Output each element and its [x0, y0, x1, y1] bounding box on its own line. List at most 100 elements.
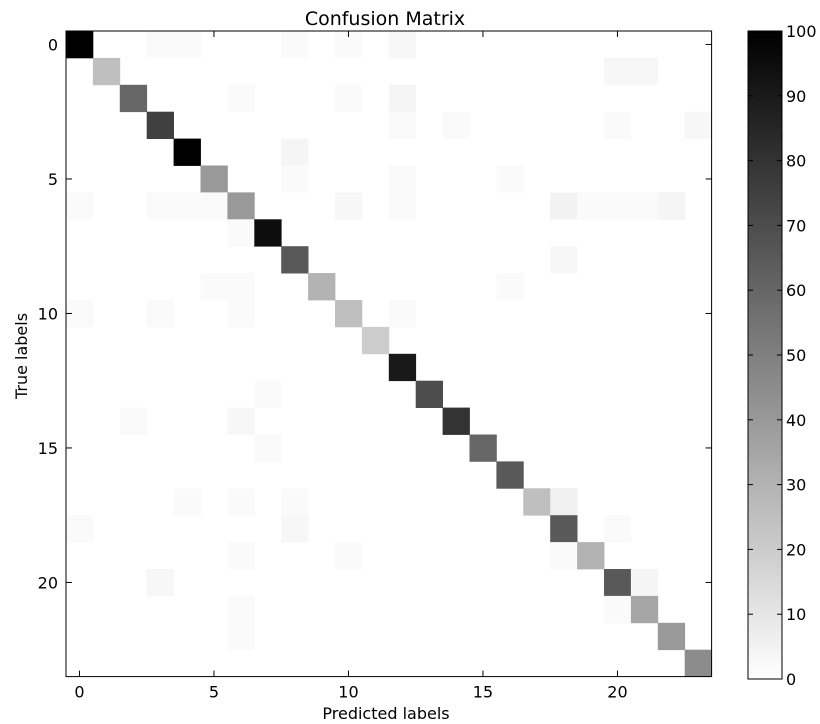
x-tick-label: 5 — [209, 683, 219, 702]
heatmap-cell — [200, 192, 228, 220]
heatmap-cell — [550, 246, 578, 274]
heatmap-cell — [227, 542, 255, 570]
colorbar-tick-label: 10 — [786, 605, 806, 624]
heatmap-cell — [469, 434, 497, 462]
heatmap-cell — [119, 407, 148, 435]
heatmap-cell — [66, 192, 94, 220]
heatmap-cell — [496, 273, 524, 301]
heatmap-cell — [523, 488, 551, 516]
colorbar-ticks: 0 10 20 30 40 50 60 70 80 90 100 — [748, 22, 817, 689]
heatmap-cell — [657, 622, 686, 651]
heatmap-cell — [254, 219, 282, 247]
heatmap-cell — [146, 300, 174, 328]
heatmap-cell — [657, 192, 686, 220]
heatmap-cell — [227, 300, 255, 328]
heatmap-cells — [66, 31, 712, 677]
x-tick-label: 15 — [473, 683, 493, 702]
heatmap-cell — [200, 165, 228, 193]
heatmap-cell — [496, 165, 524, 193]
heatmap-cell — [604, 192, 632, 220]
x-tick-label: 20 — [607, 683, 627, 702]
heatmap-cell — [281, 138, 309, 166]
heatmap-cell — [254, 434, 282, 462]
heatmap-cell — [442, 407, 470, 435]
heatmap-cell — [227, 622, 255, 651]
heatmap-cell — [227, 273, 255, 301]
heatmap-cell — [388, 111, 417, 139]
x-tick-label: 0 — [74, 683, 84, 702]
heatmap-cell — [227, 407, 255, 435]
heatmap-cell — [335, 84, 363, 113]
heatmap-cell — [173, 192, 201, 220]
heatmap-cell — [442, 111, 470, 139]
heatmap-cell — [119, 84, 148, 113]
heatmap-cell — [630, 595, 659, 624]
heatmap-cell — [388, 192, 417, 220]
heatmap-cell — [550, 542, 578, 570]
heatmap-cell — [335, 300, 363, 328]
colorbar-tick-label: 90 — [786, 87, 806, 106]
heatmap-cell — [146, 192, 174, 220]
heatmap-cell — [388, 300, 417, 328]
heatmap-cell — [227, 219, 255, 247]
x-tick-label: 10 — [338, 683, 358, 702]
colorbar-tick-label: 30 — [786, 476, 806, 495]
heatmap-cell — [388, 353, 417, 382]
colorbar-tick-label: 50 — [786, 346, 806, 365]
plot-frame — [65, 30, 713, 678]
y-axis-label: True labels — [12, 313, 31, 400]
heatmap-cell — [200, 273, 228, 301]
heatmap-cell — [388, 31, 417, 59]
heatmap-cell — [281, 488, 309, 516]
x-axis-label: Predicted labels — [322, 704, 449, 723]
heatmap-cell — [227, 192, 255, 220]
heatmap-cell — [630, 192, 659, 220]
heatmap-cell — [550, 488, 578, 516]
heatmap-cell — [630, 57, 659, 86]
heatmap-cell — [388, 165, 417, 193]
heatmap-cell — [415, 380, 443, 408]
y-tick-label: 10 — [38, 304, 58, 323]
colorbar-tick-label: 100 — [786, 22, 817, 41]
heatmap-cell — [604, 569, 632, 597]
heatmap-cell — [604, 57, 632, 86]
heatmap-cell — [281, 515, 309, 543]
colorbar-tick-label: 40 — [786, 411, 806, 430]
heatmap-cell — [496, 461, 524, 489]
heatmap-cell — [281, 31, 309, 59]
y-tick-label: 20 — [38, 573, 58, 592]
heatmap-cell — [604, 595, 632, 624]
colorbar-tick-label: 20 — [786, 540, 806, 559]
heatmap-cell — [684, 649, 712, 677]
y-axis-ticks: 0 5 10 15 20 — [38, 35, 712, 592]
heatmap-cell — [227, 84, 255, 113]
heatmap-cell — [361, 326, 390, 355]
heatmap-cell — [146, 31, 174, 59]
heatmap-cell — [308, 273, 336, 301]
colorbar-tick-label: 80 — [786, 152, 806, 171]
chart-title: Confusion Matrix — [305, 8, 465, 30]
heatmap-cell — [550, 192, 578, 220]
heatmap-cell — [335, 542, 363, 570]
heatmap-cell — [281, 246, 309, 274]
colorbar-tick-label: 0 — [786, 670, 796, 689]
heatmap-cell — [604, 111, 632, 139]
heatmap-cell — [550, 515, 578, 543]
heatmap-cell — [173, 488, 201, 516]
heatmap-cell — [604, 515, 632, 543]
heatmap-cell — [281, 165, 309, 193]
colorbar — [747, 30, 783, 680]
y-tick-label: 0 — [48, 35, 58, 54]
heatmap-cell — [388, 84, 417, 113]
heatmap-cell — [254, 380, 282, 408]
heatmap-cell — [66, 515, 94, 543]
colorbar-tick-label: 70 — [786, 216, 806, 235]
y-tick-label: 5 — [48, 170, 58, 189]
heatmap-cell — [335, 192, 363, 220]
heatmap-cell — [227, 595, 255, 624]
heatmap-cell — [146, 111, 174, 139]
heatmap-cell — [146, 569, 174, 597]
heatmap-cell — [92, 57, 121, 86]
heatmap-cell — [227, 488, 255, 516]
